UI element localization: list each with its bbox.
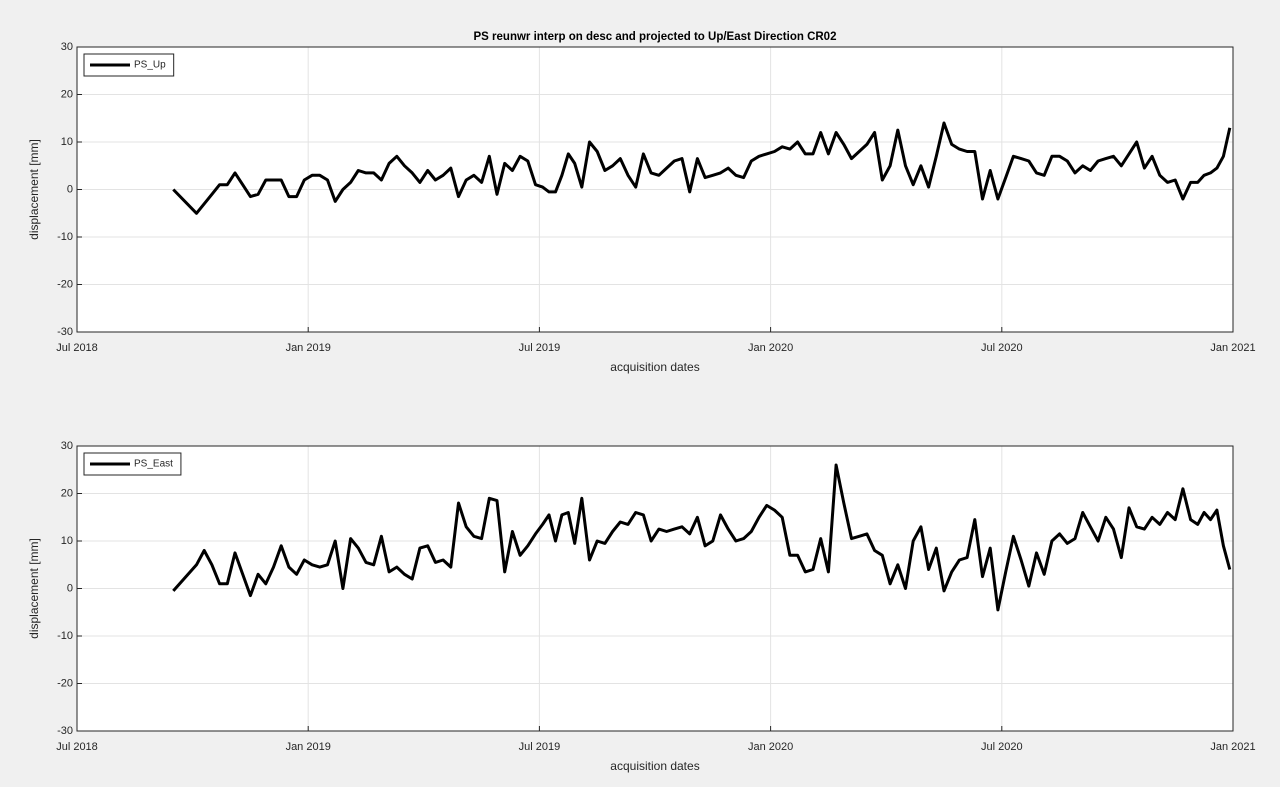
y-tick-label: -30 [57,725,73,737]
axes-box [76,46,1234,333]
legend-label: PS_East [134,459,173,470]
x-tick-label: Jan 2021 [1210,741,1255,753]
y-tick-label: 10 [61,535,73,547]
y-tick-label: 20 [61,487,73,499]
legend-box [83,452,182,476]
y-tick-label: 30 [61,440,73,452]
y-axis-label: displacement [mm] [27,139,41,240]
y-tick-label: 20 [61,88,73,100]
x-tick-label: Jan 2019 [286,741,331,753]
y-tick-label: 30 [61,41,73,53]
chart-title: PS reunwr interp on desc and projected t… [474,31,837,43]
x-tick-label: Jul 2020 [981,741,1023,753]
legend-label: PS_Up [134,60,166,71]
x-tick-label: Jul 2018 [56,741,98,753]
x-tick-label: Jul 2019 [519,342,561,354]
x-tick-label: Jan 2020 [748,342,793,354]
axes-box [76,445,1234,732]
data-line [172,121,1232,215]
y-tick-label: 0 [67,183,73,195]
y-tick-label: -20 [57,677,73,689]
x-tick-label: Jul 2019 [519,741,561,753]
x-tick-label: Jan 2021 [1210,342,1255,354]
y-tick-label: -20 [57,278,73,290]
data-line [172,463,1232,612]
x-axis-label: acquisition dates [610,759,699,773]
y-tick-label: -30 [57,326,73,338]
x-axis-label: acquisition dates [610,360,699,374]
y-axis-label: displacement [mm] [27,538,41,639]
y-tick-label: -10 [57,231,73,243]
y-tick-label: -10 [57,630,73,642]
y-tick-label: 10 [61,136,73,148]
x-tick-label: Jul 2018 [56,342,98,354]
x-tick-label: Jan 2020 [748,741,793,753]
y-tick-label: 0 [67,582,73,594]
x-tick-label: Jan 2019 [286,342,331,354]
x-tick-label: Jul 2020 [981,342,1023,354]
